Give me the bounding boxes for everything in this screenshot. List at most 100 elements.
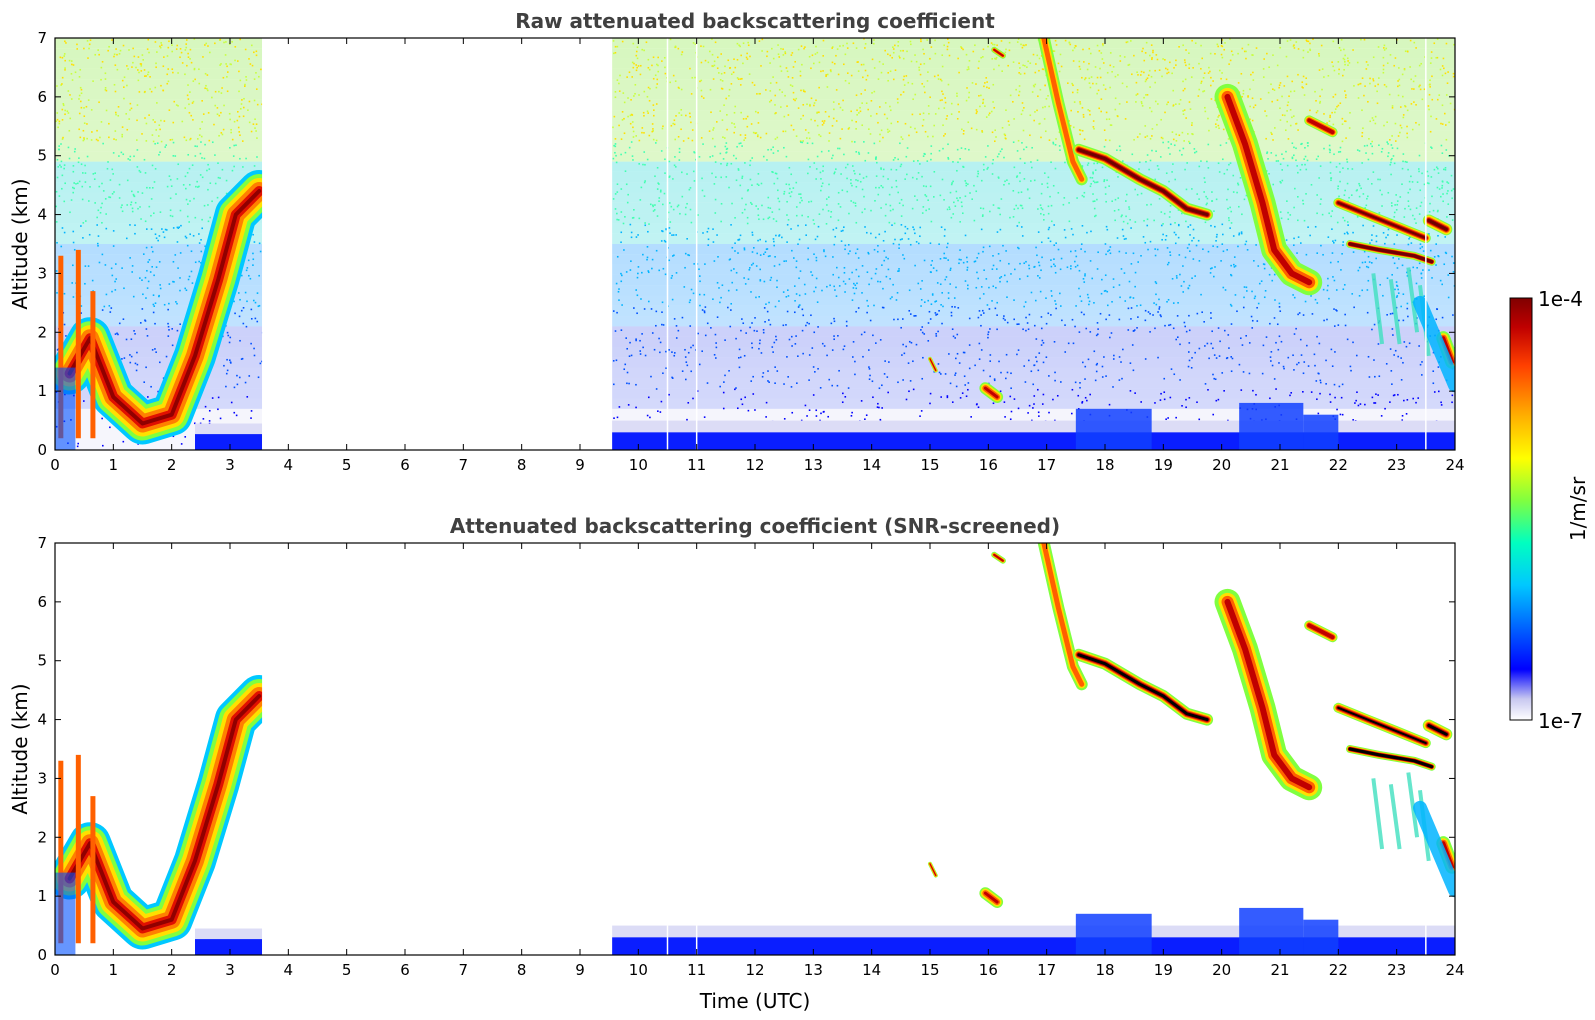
noise-speckle xyxy=(105,213,107,215)
noise-speckle xyxy=(644,182,646,184)
noise-speckle xyxy=(1402,362,1404,364)
noise-speckle xyxy=(1206,203,1208,205)
noise-speckle xyxy=(1198,240,1200,242)
noise-speckle xyxy=(1023,45,1025,47)
noise-speckle xyxy=(752,232,754,234)
noise-speckle xyxy=(115,130,117,132)
noise-speckle xyxy=(981,349,983,351)
noise-speckle xyxy=(664,67,666,69)
noise-speckle xyxy=(966,54,968,56)
noise-speckle xyxy=(966,395,968,397)
noise-speckle xyxy=(981,180,983,182)
noise-speckle xyxy=(1203,77,1205,79)
noise-speckle xyxy=(119,323,121,325)
noise-speckle xyxy=(753,247,755,249)
noise-speckle xyxy=(1406,346,1408,348)
noise-speckle xyxy=(841,230,843,232)
noise-speckle xyxy=(112,275,114,277)
noise-speckle xyxy=(627,194,629,196)
noise-speckle xyxy=(61,83,63,85)
noise-speckle xyxy=(809,104,811,106)
noise-speckle xyxy=(110,197,112,199)
noise-speckle xyxy=(1221,243,1223,245)
noise-speckle xyxy=(1339,171,1341,173)
noise-speckle xyxy=(976,109,978,111)
noise-band xyxy=(612,275,1455,285)
noise-speckle xyxy=(1025,261,1027,263)
noise-speckle xyxy=(1116,149,1118,151)
noise-speckle xyxy=(145,220,147,222)
noise-speckle xyxy=(1367,196,1369,198)
noise-speckle xyxy=(833,109,835,111)
noise-speckle xyxy=(847,164,849,166)
noise-speckle xyxy=(1361,109,1363,111)
noise-speckle xyxy=(631,141,633,143)
noise-speckle xyxy=(697,214,699,216)
noise-speckle xyxy=(1383,65,1385,67)
noise-speckle xyxy=(135,67,137,69)
noise-speckle xyxy=(1248,44,1250,46)
noise-speckle xyxy=(1118,209,1120,211)
noise-speckle xyxy=(671,351,673,353)
noise-speckle xyxy=(791,250,793,252)
noise-speckle xyxy=(1200,68,1202,70)
noise-speckle xyxy=(1323,148,1325,150)
noise-speckle xyxy=(623,223,625,225)
noise-speckle xyxy=(168,303,170,305)
noise-speckle xyxy=(1018,222,1020,224)
noise-speckle xyxy=(658,200,660,202)
noise-speckle xyxy=(729,89,731,91)
noise-speckle xyxy=(793,99,795,101)
noise-speckle xyxy=(679,151,681,153)
noise-speckle xyxy=(1231,222,1233,224)
noise-speckle xyxy=(785,324,787,326)
noise-speckle xyxy=(208,221,210,223)
noise-speckle xyxy=(1025,330,1027,332)
noise-speckle xyxy=(855,179,857,181)
noise-speckle xyxy=(1048,213,1050,215)
noise-speckle xyxy=(126,129,128,131)
noise-speckle xyxy=(1330,172,1332,174)
noise-speckle xyxy=(1397,267,1399,269)
noise-speckle xyxy=(921,83,923,85)
noise-speckle xyxy=(1089,82,1091,84)
noise-speckle xyxy=(856,186,858,188)
noise-speckle xyxy=(1060,54,1062,56)
noise-speckle xyxy=(115,91,117,93)
noise-speckle xyxy=(1222,224,1224,226)
noise-speckle xyxy=(155,351,157,353)
noise-speckle xyxy=(57,177,59,179)
noise-speckle xyxy=(1059,293,1061,295)
noise-speckle xyxy=(1280,163,1282,165)
noise-speckle xyxy=(104,306,106,308)
noise-speckle xyxy=(1105,88,1107,90)
noise-speckle xyxy=(718,287,720,289)
noise-speckle xyxy=(648,271,650,273)
noise-speckle xyxy=(1211,191,1213,193)
noise-speckle xyxy=(97,140,99,142)
noise-speckle xyxy=(964,375,966,377)
noise-speckle xyxy=(126,204,128,206)
noise-speckle xyxy=(738,169,740,171)
noise-speckle xyxy=(1131,307,1133,309)
noise-speckle xyxy=(1040,213,1042,215)
noise-speckle xyxy=(1215,123,1217,125)
noise-speckle xyxy=(194,68,196,70)
noise-speckle xyxy=(1263,345,1265,347)
noise-speckle xyxy=(870,233,872,235)
noise-speckle xyxy=(801,215,803,217)
noise-speckle xyxy=(1119,55,1121,57)
noise-speckle xyxy=(192,119,194,121)
noise-speckle xyxy=(654,349,656,351)
noise-speckle xyxy=(1210,343,1212,345)
noise-speckle xyxy=(1070,251,1072,253)
noise-speckle xyxy=(941,91,943,93)
noise-speckle xyxy=(930,271,932,273)
noise-speckle xyxy=(1072,50,1074,52)
noise-speckle xyxy=(1017,247,1019,249)
noise-speckle xyxy=(83,139,85,141)
noise-speckle xyxy=(741,318,743,320)
noise-speckle xyxy=(146,228,148,230)
noise-speckle xyxy=(1041,316,1043,318)
noise-speckle xyxy=(807,259,809,261)
